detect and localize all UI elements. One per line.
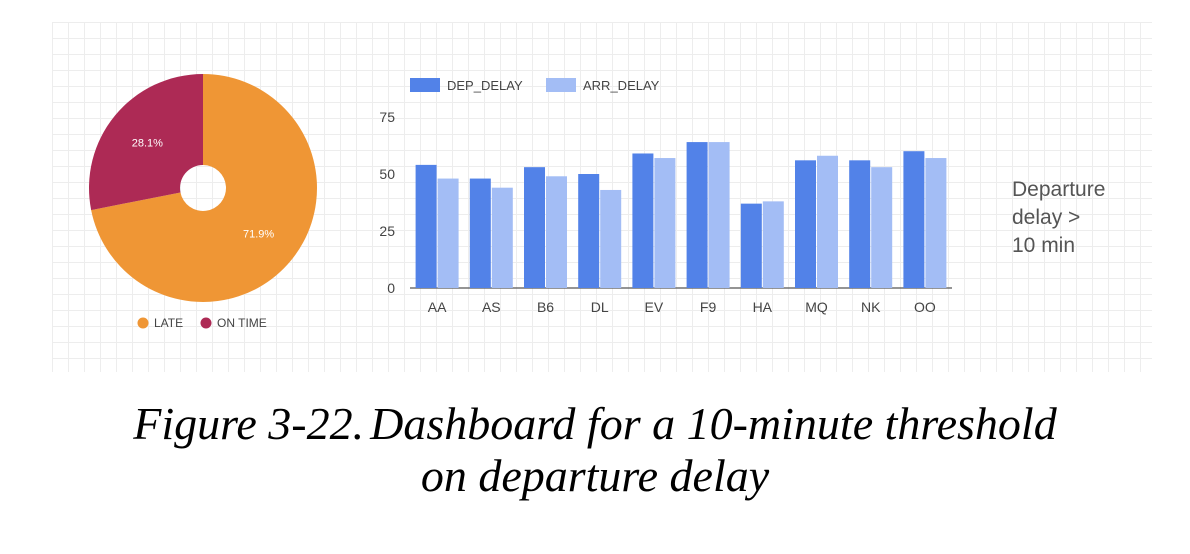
legend-label: ON TIME bbox=[217, 316, 267, 330]
figure-caption: Figure 3-22. Dashboard for a 10-minute th… bbox=[0, 398, 1190, 502]
x-tick-label: AS bbox=[482, 299, 501, 315]
bar-arr-delay-b6 bbox=[546, 176, 567, 288]
bar-dep-delay-b6 bbox=[524, 167, 545, 288]
x-tick-label: MQ bbox=[805, 299, 828, 315]
bar-arr-delay-mq bbox=[817, 155, 838, 288]
y-tick-label: 75 bbox=[379, 109, 395, 125]
x-tick-label: F9 bbox=[700, 299, 717, 315]
bar-dep-delay-as bbox=[469, 178, 491, 288]
threshold-note: Departure delay > 10 min bbox=[1012, 176, 1152, 260]
x-tick-label: OO bbox=[914, 299, 936, 315]
x-tick-label: EV bbox=[645, 299, 664, 315]
threshold-note-line: delay > bbox=[1012, 206, 1081, 229]
legend-swatch bbox=[137, 317, 149, 329]
bar-arr-delay-as bbox=[491, 187, 513, 288]
x-tick-label: DL bbox=[591, 299, 609, 315]
x-tick-label: NK bbox=[861, 299, 881, 315]
x-tick-label: B6 bbox=[537, 299, 554, 315]
bar-dep-delay-ev bbox=[632, 153, 654, 288]
legend-swatch bbox=[546, 78, 576, 92]
threshold-note-line: Departure bbox=[1012, 178, 1106, 201]
y-tick-label: 0 bbox=[387, 280, 395, 296]
legend-swatch bbox=[200, 317, 212, 329]
bar-dep-delay-mq bbox=[795, 160, 816, 288]
bar-dep-delay-oo bbox=[903, 151, 925, 288]
bar-dep-delay-nk bbox=[849, 160, 871, 288]
bar-dep-delay-dl bbox=[578, 174, 600, 288]
bar-arr-delay-oo bbox=[925, 158, 947, 288]
bar-dep-delay-f9 bbox=[686, 142, 708, 288]
bar-dep-delay-aa bbox=[415, 164, 437, 288]
bar-arr-delay-nk bbox=[871, 167, 893, 288]
pie-slice-label: 71.9% bbox=[243, 229, 274, 241]
bar-arr-delay-dl bbox=[600, 189, 622, 288]
caption-line-2: on departure delay bbox=[420, 450, 770, 501]
bar-dep-delay-ha bbox=[740, 203, 762, 288]
bar-arr-delay-aa bbox=[437, 178, 459, 288]
caption-line-1: Figure 3-22. Dashboard for a 10-minute th… bbox=[0, 398, 1190, 450]
x-tick-label: AA bbox=[428, 299, 447, 315]
threshold-note-line: 10 min bbox=[1012, 234, 1076, 257]
x-tick-label: HA bbox=[753, 299, 773, 315]
pie-slice-label: 28.1% bbox=[132, 137, 163, 149]
legend-label: ARR_DELAY bbox=[583, 78, 660, 93]
legend-label: DEP_DELAY bbox=[447, 78, 523, 93]
legend-swatch bbox=[410, 78, 440, 92]
y-tick-label: 25 bbox=[379, 223, 395, 239]
pie-chart: 71.9% 28.1% LATE ON TIME bbox=[89, 74, 318, 330]
caption-text-1: Dashboard for a 10-minute threshold bbox=[370, 398, 1057, 449]
bar-arr-delay-f9 bbox=[708, 142, 730, 288]
pie-slice-late bbox=[91, 74, 318, 303]
figure-number: Figure 3-22. bbox=[133, 398, 365, 449]
legend-label: LATE bbox=[154, 316, 183, 330]
pie-slice-on-time bbox=[89, 74, 203, 211]
bar-arr-delay-ev bbox=[654, 158, 676, 288]
charts-canvas: 71.9% 28.1% LATE ON TIME 0 25 50 75 AA AS B6 DL EV F… bbox=[89, 74, 952, 330]
bar-arr-delay-ha bbox=[762, 201, 784, 288]
y-tick-label: 50 bbox=[379, 166, 395, 182]
bar-chart: 0 25 50 75 AA AS B6 DL EV F9 HA MQ NK OO DEP_DELAY ARR_… bbox=[379, 78, 952, 315]
